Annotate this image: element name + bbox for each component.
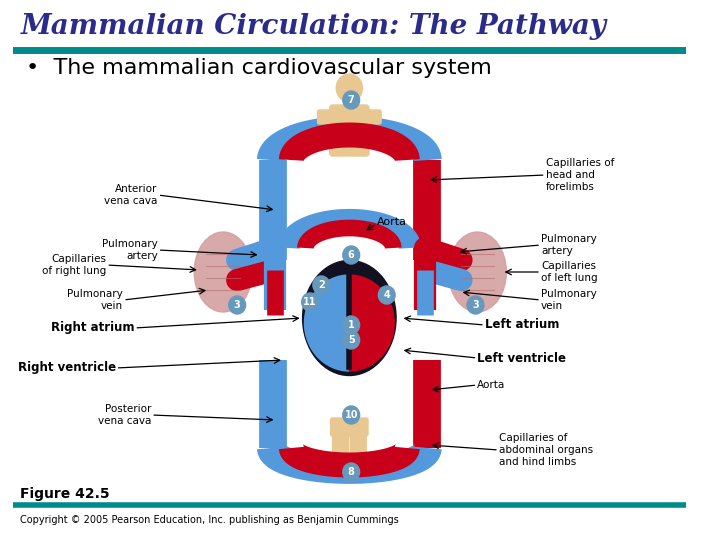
Text: Aorta: Aorta (477, 380, 505, 390)
Text: •  The mammalian cardiovascular system: • The mammalian cardiovascular system (26, 58, 492, 78)
Circle shape (336, 74, 362, 102)
Circle shape (343, 406, 359, 424)
Circle shape (302, 293, 318, 311)
Text: Pulmonary
artery: Pulmonary artery (102, 239, 158, 261)
Ellipse shape (336, 266, 364, 286)
Text: Capillaries
of right lung: Capillaries of right lung (42, 254, 107, 276)
Text: Left atrium: Left atrium (485, 319, 559, 332)
Text: 8: 8 (348, 467, 355, 477)
Text: 6: 6 (348, 250, 354, 260)
Text: Left ventricle: Left ventricle (477, 352, 567, 365)
Ellipse shape (449, 232, 506, 312)
Ellipse shape (302, 260, 396, 375)
FancyBboxPatch shape (362, 110, 381, 124)
Text: Right atrium: Right atrium (51, 321, 135, 334)
Circle shape (343, 246, 359, 264)
Text: Capillaries
of left lung: Capillaries of left lung (541, 261, 598, 283)
Text: Capillaries of
head and
forelimbs: Capillaries of head and forelimbs (546, 158, 614, 192)
Text: 11: 11 (303, 297, 317, 307)
Circle shape (343, 316, 359, 334)
Text: 10: 10 (344, 410, 358, 420)
Text: Copyright © 2005 Pearson Education, Inc. publishing as Benjamin Cummings: Copyright © 2005 Pearson Education, Inc.… (20, 515, 399, 525)
Circle shape (343, 331, 359, 349)
Text: Right ventricle: Right ventricle (17, 361, 116, 375)
Circle shape (313, 276, 330, 294)
Circle shape (343, 463, 359, 481)
Text: 7: 7 (348, 95, 354, 105)
Text: Posterior
vena cava: Posterior vena cava (98, 404, 151, 426)
Text: Pulmonary
vein: Pulmonary vein (541, 289, 597, 311)
FancyBboxPatch shape (318, 110, 336, 124)
Circle shape (343, 91, 359, 109)
FancyBboxPatch shape (330, 105, 369, 156)
Circle shape (229, 296, 246, 314)
Circle shape (378, 286, 395, 304)
Wedge shape (305, 275, 349, 371)
Text: 3: 3 (472, 300, 479, 310)
Text: Capillaries of
abdominal organs
and hind limbs: Capillaries of abdominal organs and hind… (499, 434, 593, 467)
Text: 4: 4 (383, 290, 390, 300)
Wedge shape (349, 275, 394, 371)
Text: 5: 5 (348, 335, 354, 345)
Text: Mammalian Circulation: The Pathway: Mammalian Circulation: The Pathway (20, 12, 606, 39)
Circle shape (467, 296, 484, 314)
Text: 2: 2 (318, 280, 325, 290)
Text: 3: 3 (234, 300, 240, 310)
Ellipse shape (194, 232, 252, 312)
Text: Anterior
vena cava: Anterior vena cava (104, 184, 158, 206)
Text: 1: 1 (348, 320, 354, 330)
Text: Pulmonary
vein: Pulmonary vein (68, 289, 123, 311)
Text: Figure 42.5: Figure 42.5 (20, 487, 110, 501)
Text: Aorta: Aorta (377, 217, 408, 227)
Text: Pulmonary
artery: Pulmonary artery (541, 234, 597, 256)
FancyBboxPatch shape (343, 97, 355, 109)
FancyBboxPatch shape (333, 428, 348, 474)
FancyBboxPatch shape (330, 418, 368, 436)
FancyBboxPatch shape (350, 428, 366, 474)
